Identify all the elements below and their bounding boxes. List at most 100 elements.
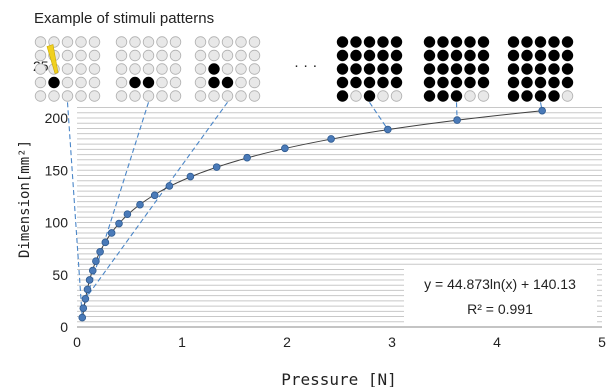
stimulus-pattern (194, 36, 261, 102)
pin-flat (48, 36, 60, 48)
pin-raised (423, 36, 436, 48)
pin-flat (221, 36, 234, 48)
pin-flat (248, 36, 261, 48)
pin-flat (221, 49, 234, 62)
pin-flat (194, 49, 207, 62)
pin-flat (129, 36, 141, 48)
y-tick-label: 50 (52, 267, 68, 283)
pin-flat (88, 63, 101, 75)
pin-raised (507, 36, 520, 48)
pin-raised (336, 90, 349, 102)
data-point (101, 238, 110, 247)
x-tick-label: 0 (73, 334, 81, 350)
pin-raised (350, 49, 362, 62)
y-tick-label: 200 (45, 110, 69, 126)
pin-flat (129, 49, 141, 62)
data-point (85, 276, 94, 284)
pin-flat (129, 90, 141, 102)
data-point (327, 135, 335, 143)
pin-flat (194, 90, 207, 102)
x-tick-label: 4 (493, 334, 501, 350)
pin-flat (34, 36, 47, 48)
x-tick-label: 2 (283, 334, 291, 350)
pin-flat (88, 90, 101, 102)
pin-raised (208, 63, 220, 75)
stimulus-pattern (115, 36, 182, 102)
data-point (186, 172, 195, 181)
data-point (212, 163, 221, 171)
data-point (243, 153, 251, 162)
pin-flat (248, 63, 261, 75)
data-point (383, 125, 392, 134)
pin-raised (350, 63, 362, 75)
pin-flat (156, 36, 168, 48)
pin-raised (390, 36, 403, 48)
data-point (123, 210, 132, 218)
stimulus-pattern (336, 36, 403, 102)
pin-flat (75, 90, 87, 102)
pin-raised (477, 49, 490, 62)
pin-raised (363, 90, 376, 102)
pin-flat (115, 90, 128, 102)
pin-raised (534, 63, 547, 75)
pin-raised (561, 49, 574, 62)
pin-raised (377, 76, 389, 89)
pin-raised (534, 90, 547, 102)
pattern-connector (369, 101, 389, 130)
fit-equation: y = 44.873ln(x) + 140.13 (424, 276, 576, 292)
pin-raised (507, 63, 520, 75)
pin-flat (477, 90, 490, 102)
pin-flat (221, 90, 234, 102)
pin-raised (350, 76, 362, 89)
pattern-connector (66, 102, 83, 318)
pin-flat (208, 90, 220, 102)
pin-flat (235, 90, 247, 102)
pin-flat (88, 36, 101, 48)
pin-raised (464, 63, 476, 75)
pin-raised (208, 76, 220, 89)
pin-raised (450, 63, 463, 75)
pin-raised (363, 76, 376, 89)
y-tick-label: 150 (45, 162, 69, 178)
pin-raised (437, 63, 449, 75)
data-point (165, 182, 174, 190)
pin-raised (521, 90, 533, 102)
pin-raised (390, 63, 403, 75)
data-point (538, 106, 546, 115)
pin-flat (61, 63, 74, 75)
pin-raised (548, 63, 560, 75)
pin-raised (48, 76, 60, 89)
pin-raised (548, 90, 560, 102)
pin-raised (423, 63, 436, 75)
pin-raised (336, 76, 349, 89)
stimulus-pattern (34, 36, 101, 102)
pin-raised (450, 90, 463, 102)
pin-flat (235, 36, 247, 48)
data-point (281, 144, 289, 153)
chart-title: Example of stimuli patterns (34, 10, 214, 27)
pin-flat (208, 49, 220, 62)
pattern-connector (84, 101, 228, 300)
pin-raised (336, 36, 349, 48)
data-points (78, 106, 546, 322)
pin-flat (115, 36, 128, 48)
pin-flat (156, 90, 168, 102)
pin-raised (561, 76, 574, 89)
pin-flat (34, 49, 47, 62)
pin-flat (115, 76, 128, 89)
data-point (92, 257, 100, 265)
pin-raised (377, 36, 389, 48)
data-point (83, 285, 92, 294)
pin-flat (248, 49, 261, 62)
pattern-connector (539, 102, 543, 111)
pin-flat (61, 49, 74, 62)
pin-raised (534, 36, 547, 48)
pin-raised (534, 49, 547, 62)
ellipsis: · · · (294, 57, 317, 74)
pin-flat (169, 90, 182, 102)
pin-flat (75, 36, 87, 48)
pin-raised (561, 36, 574, 48)
fit-r-squared: R² = 0.991 (467, 301, 533, 317)
pin-flat (235, 76, 247, 89)
